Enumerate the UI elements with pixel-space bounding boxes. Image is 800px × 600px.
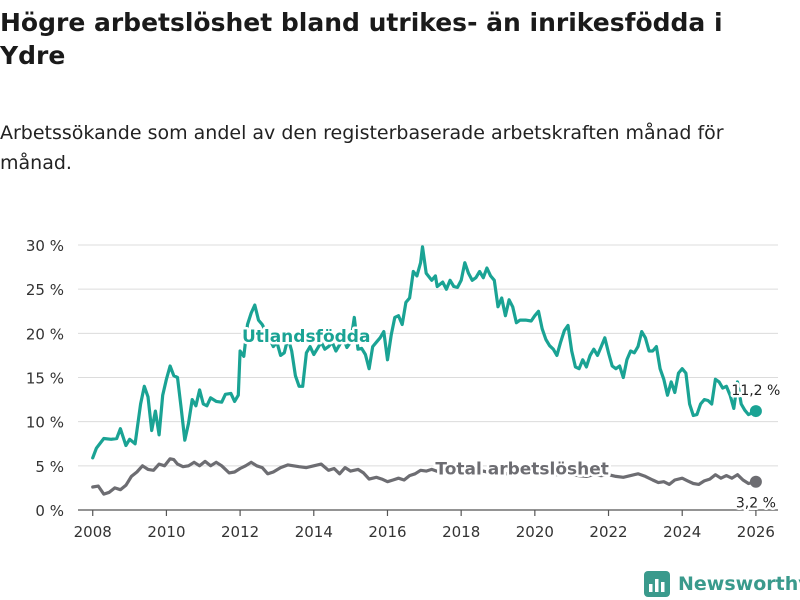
series-label: Utlandsfödda: [242, 327, 371, 347]
x-tick-label: 2012: [221, 523, 259, 541]
y-axis-labels: 0 % 5 % 10 % 15 % 20 % 25 % 30 %: [26, 237, 64, 520]
brand-name: Newsworthy: [678, 573, 800, 595]
x-tick-label: 2008: [74, 523, 112, 541]
series-label: Total arbetslöshet: [435, 460, 609, 480]
x-tick-label: 2024: [663, 523, 701, 541]
series-line-total-arbetsl-shet: [91, 457, 758, 496]
end-value-label: 11,2 %: [731, 383, 780, 399]
y-tick-label: 10 %: [26, 414, 64, 432]
x-tick-label: 2026: [737, 523, 775, 541]
grid-lines: [78, 244, 778, 467]
series-line-utlandsf-dda: [91, 245, 758, 460]
end-value-label: 3,2 %: [736, 496, 776, 512]
y-tick-label: 20 %: [26, 325, 64, 343]
series-labels: Utlandsfödda Total arbetslöshet 11,2 % 3,2 …: [239, 325, 782, 515]
newsworthy-logo: Newsworthy: [644, 569, 800, 599]
x-tick-label: 2022: [589, 523, 627, 541]
y-tick-label: 15 %: [26, 370, 64, 388]
y-tick-label: 30 %: [26, 237, 64, 255]
bar-chart-icon: [644, 571, 670, 597]
series-end-dot: [749, 475, 762, 488]
x-tick-label: 2018: [442, 523, 480, 541]
x-tick-label: 2010: [147, 523, 185, 541]
x-axis: 2008 2010 2012 2014 2016 2018 2020 2022 2024 2026: [74, 509, 778, 541]
page-title: Högre arbetslöshet bland utrikes- än inr…: [0, 8, 723, 70]
y-tick-label: 0 %: [35, 502, 64, 520]
y-tick-label: 25 %: [26, 281, 64, 299]
x-tick-label: 2014: [295, 523, 333, 541]
x-tick-label: 2020: [516, 523, 554, 541]
series-lines: [91, 245, 762, 496]
x-tick-label: 2016: [368, 523, 406, 541]
y-tick-label: 5 %: [35, 458, 64, 476]
series-end-dot: [749, 405, 762, 418]
page-subtitle: Arbetssökande som andel av den registerb…: [0, 122, 724, 174]
